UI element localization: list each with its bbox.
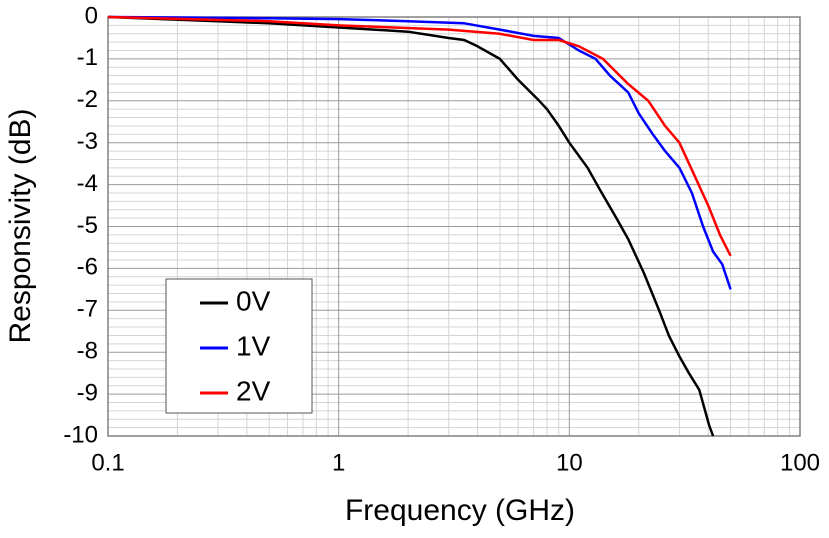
plot-frame [107, 16, 801, 437]
y-tick-label: -2 [77, 86, 98, 113]
legend-label: 2V [236, 375, 271, 406]
legend-label: 0V [236, 285, 271, 316]
y-tick-label: -8 [77, 338, 98, 365]
y-axis-label: Responsivity (dB) [4, 108, 37, 343]
y-tick-label: -9 [77, 379, 98, 406]
x-tick-label: 10 [556, 449, 583, 476]
series-line [107, 15, 715, 437]
y-tick-label: -7 [77, 296, 98, 323]
y-tick-label: -6 [77, 254, 98, 281]
x-tick-label: 0.1 [91, 449, 124, 476]
y-tick-label: -10 [63, 421, 98, 448]
y-tick-label: -5 [77, 212, 98, 239]
x-tick-label: 100 [780, 449, 820, 476]
series-line [107, 15, 732, 290]
legend-box [165, 278, 313, 414]
series-line [107, 15, 732, 257]
y-tick-label: 0 [85, 2, 98, 29]
legend-label: 1V [236, 330, 271, 361]
y-tick-label: -4 [77, 170, 98, 197]
x-tick-label: 1 [332, 449, 345, 476]
y-tick-label: -3 [77, 128, 98, 155]
y-tick-label: -1 [77, 44, 98, 71]
x-axis-label: Frequency (GHz) [345, 494, 575, 527]
